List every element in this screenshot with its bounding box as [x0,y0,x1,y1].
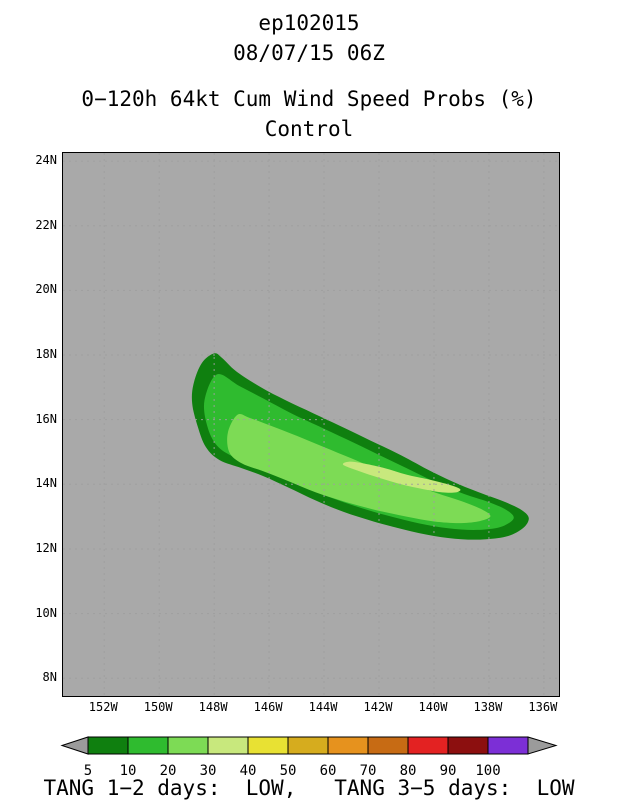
colorbar-label-80: 80 [400,763,417,779]
lat-tick-14N: 14N [35,476,57,491]
colorbar-label-60: 60 [320,763,337,779]
graticule [63,153,559,696]
lon-tick-138W: 138W [473,700,503,714]
lon-tick-148W: 148W [198,700,228,714]
colorbar-cell-5 [87,736,129,755]
lat-tick-8N: 8N [42,670,57,685]
lon-tick-146W: 146W [253,700,283,714]
colorbar-label-70: 70 [360,763,377,779]
colorbar-cell-10 [127,736,169,755]
lon-tick-150W: 150W [143,700,173,714]
colorbar-label-20: 20 [160,763,177,779]
colorbar-label-40: 40 [240,763,257,779]
colorbar-label-30: 30 [200,763,217,779]
lat-tick-16N: 16N [35,411,57,426]
contour-30pct [342,461,461,493]
tang-summary: TANG 1−2 days: LOW, TANG 3−5 days: LOW [43,776,575,800]
colorbar-right-arrow [527,736,558,755]
storm-id: ep102015 [258,11,360,35]
lon-tick-144W: 144W [308,700,338,714]
colorbar-label-5: 5 [84,763,92,779]
chart-subtitle: Control [264,117,354,141]
colorbar-cell-70 [367,736,409,755]
colorbar-cell-90 [447,736,489,755]
lat-tick-10N: 10N [35,605,57,620]
colorbar-cell-30 [207,736,249,755]
lat-tick-12N: 12N [35,540,57,555]
map-area [62,152,560,697]
colorbar-label-50: 50 [280,763,297,779]
lon-tick-136W: 136W [528,700,558,714]
chart-title: 0−120h 64kt Cum Wind Speed Probs (%) [81,87,537,111]
colorbar-cell-80 [407,736,449,755]
init-datetime: 08/07/15 06Z [233,41,385,65]
colorbar-cell-20 [167,736,209,755]
colorbar: 5 10 20 30 40 50 60 70 80 90 100 [60,736,558,779]
lat-tick-20N: 20N [35,282,57,297]
lat-tick-18N: 18N [35,347,57,361]
map-canvas [63,153,559,696]
colorbar-label-10: 10 [120,763,137,779]
colorbar-left-arrow [60,736,89,755]
colorbar-cell-40 [247,736,289,755]
lat-tick-24N: 24N [35,153,57,168]
colorbar-cell-50 [287,736,329,755]
colorbar-label-100: 100 [475,763,500,779]
lon-tick-152W: 152W [88,700,118,714]
lon-tick-142W: 142W [363,700,393,714]
colorbar-cell-60 [327,736,369,755]
colorbar-label-90: 90 [440,763,457,779]
colorbar-cell-100 [487,736,529,755]
lon-tick-140W: 140W [418,700,448,714]
lat-tick-22N: 22N [35,217,57,232]
